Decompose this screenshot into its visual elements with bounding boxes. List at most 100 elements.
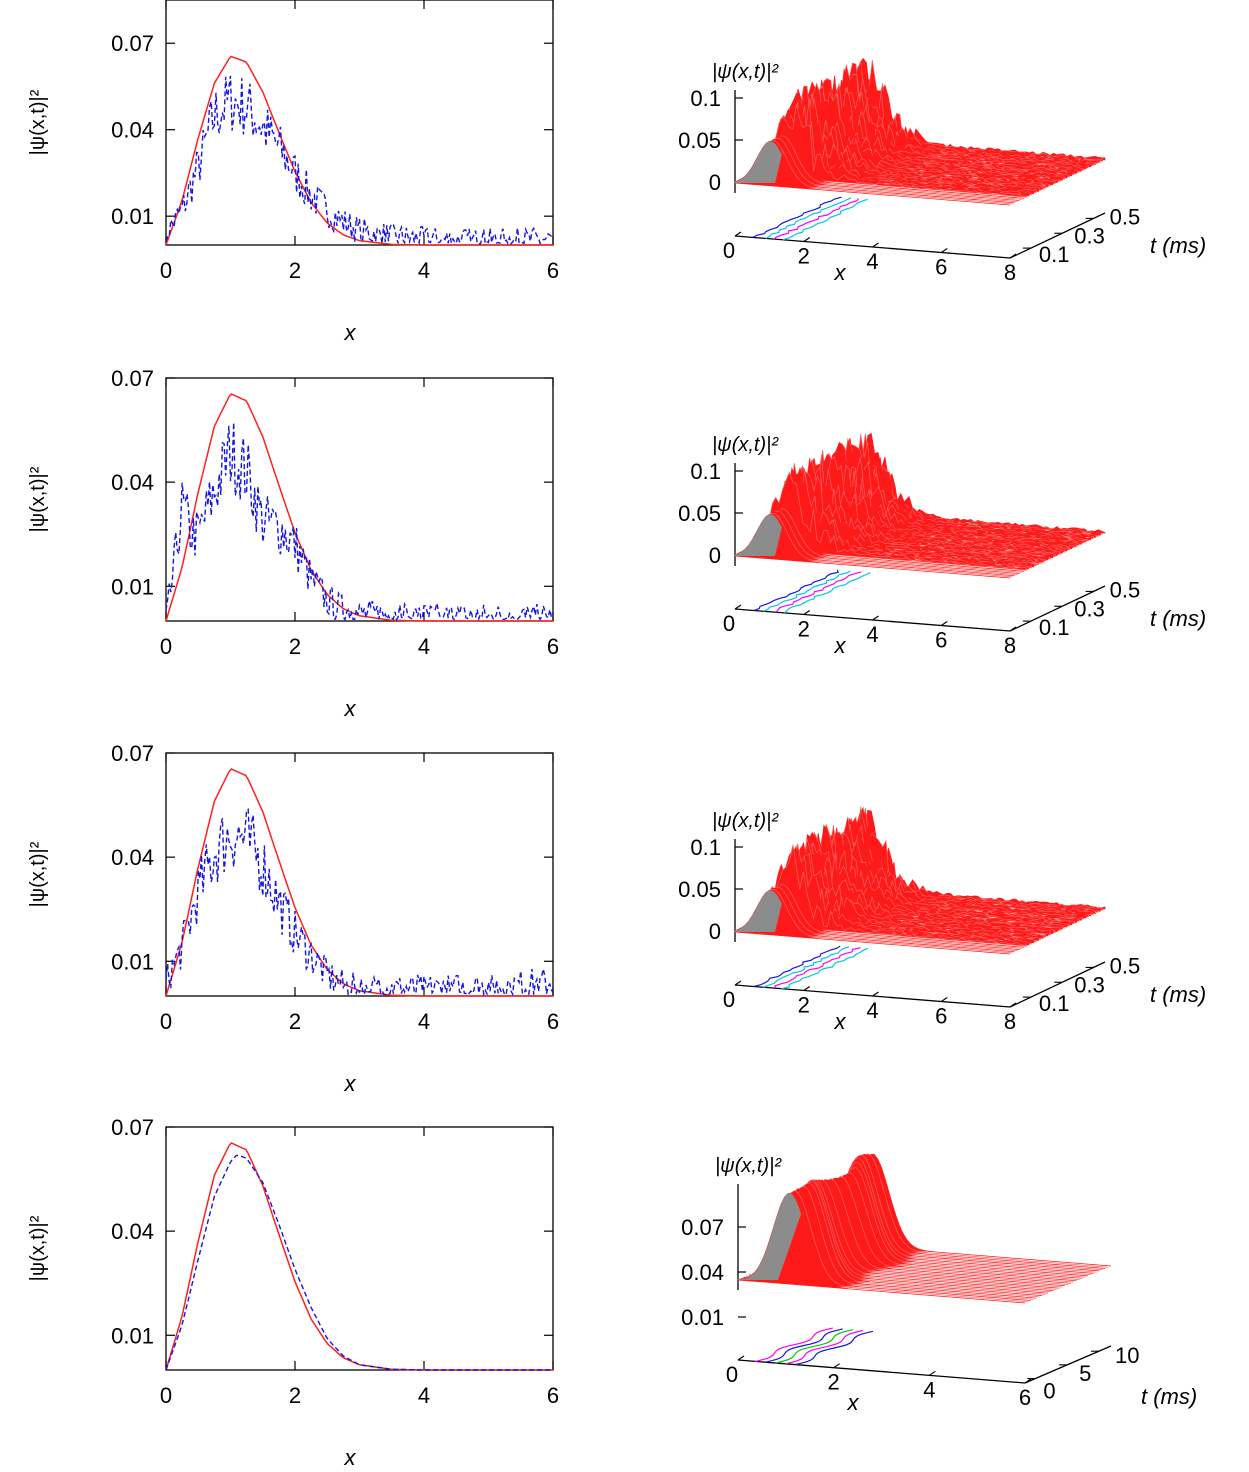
- x-axis: [737, 1359, 1026, 1384]
- z-tick-label: 0.05: [678, 501, 721, 526]
- t-axis-label: t (ms): [1150, 233, 1206, 258]
- floor-contour: [765, 197, 852, 240]
- x-tick-label: 6: [547, 1009, 559, 1034]
- floor-contour: [763, 570, 851, 612]
- x-tick: [737, 1355, 745, 1361]
- surface-strip: [748, 883, 1025, 948]
- x-tick-label: 6: [935, 255, 947, 280]
- x-tick-label: 6: [935, 1004, 947, 1029]
- x-tick-label: 2: [798, 244, 810, 269]
- line-chart-1: 0.01 0.04 0.07 0 2 4 6 x |ψ(x,t)|²: [27, 0, 559, 345]
- t-tick-label: 0.5: [1110, 204, 1141, 229]
- analytic-curve: [165, 55, 553, 246]
- x-tick-label: 0: [160, 634, 172, 659]
- x-tick-label: 2: [828, 1370, 840, 1395]
- floor-contour: [783, 571, 871, 614]
- x-axis-label: x: [344, 320, 357, 345]
- t-tick-label: 0.1: [1039, 615, 1070, 640]
- surface-strip: [746, 135, 1022, 200]
- surface-strip: [737, 139, 1013, 205]
- surface-strip: [737, 512, 1013, 578]
- x-tick-label: 8: [1004, 633, 1016, 658]
- x-tick-label: 6: [547, 258, 559, 283]
- x-tick-label: 0: [723, 611, 735, 636]
- y-tick-label: 0.07: [111, 366, 154, 391]
- plot-frame: [165, 0, 554, 246]
- t-axis-label: t (ms): [1150, 982, 1206, 1007]
- x-tick-label: 6: [1019, 1385, 1031, 1410]
- numeric-curve: [165, 1154, 553, 1371]
- y-tick-label: 0.04: [111, 1219, 154, 1244]
- x-axis-label: x: [344, 1071, 357, 1096]
- t-tick-label: 0.3: [1074, 596, 1105, 621]
- floor-contour: [795, 1330, 874, 1366]
- x-tick: [803, 610, 811, 615]
- surface-chart-2: 00.050.1|ψ(x,t)|²0 2 4 6 8x0.10.30.5t (ms): [678, 432, 1206, 658]
- floor-contour: [774, 947, 861, 989]
- z-tick-label: 0: [709, 919, 721, 944]
- x-tick: [1009, 626, 1017, 632]
- x-tick-label: 0: [723, 238, 735, 263]
- z-axis-label: |ψ(x,t)|²: [715, 1155, 782, 1177]
- y-tick-label: 0.01: [111, 1323, 154, 1348]
- x-tick-label: 2: [798, 617, 810, 642]
- y-axis-label: |ψ(x,t)|²: [27, 89, 49, 155]
- x-tick: [872, 242, 879, 248]
- surface-strip: [751, 844, 1027, 947]
- x-tick: [734, 231, 742, 237]
- floor-contour: [753, 945, 841, 988]
- x-tick-label: 4: [923, 1377, 935, 1402]
- surface-strip: [739, 138, 1015, 204]
- x-tick: [872, 615, 879, 621]
- t-axis: [1009, 585, 1106, 632]
- x-tick-label: 8: [1004, 1009, 1016, 1034]
- y-tick-label: 0.04: [111, 118, 154, 143]
- x-tick-label: 2: [289, 1009, 301, 1034]
- x-tick-label: 6: [547, 1383, 559, 1408]
- z-tick-label: 0.05: [678, 877, 721, 902]
- surface-strip: [741, 886, 1018, 951]
- x-tick-label: 2: [289, 258, 301, 283]
- floor-contour: [781, 947, 868, 990]
- analytic-curve: [165, 393, 553, 622]
- surface-strip: [744, 509, 1020, 574]
- numeric-curve: [165, 808, 554, 997]
- t-tick-label: 0.1: [1039, 242, 1070, 267]
- surface-strip: [746, 884, 1022, 949]
- surface-side-face: [735, 890, 782, 932]
- t-axis: [1009, 212, 1106, 259]
- z-tick-label: 0: [709, 170, 721, 195]
- x-tick: [1009, 1002, 1017, 1008]
- floor-contour: [755, 1327, 833, 1362]
- x-tick: [803, 237, 811, 242]
- x-tick: [734, 980, 742, 986]
- x-tick: [803, 986, 811, 991]
- x-tick: [1024, 1378, 1032, 1384]
- y-axis-label: |ψ(x,t)|²: [27, 841, 49, 907]
- floor-contour: [775, 1329, 854, 1364]
- x-tick-label: 0: [160, 1009, 172, 1034]
- x-tick-label: 4: [866, 249, 878, 274]
- line-chart-4: 0.01 0.04 0.07 0 2 4 6 x |ψ(x,t)|²: [27, 1115, 559, 1470]
- x-tick: [833, 1363, 840, 1369]
- t-tick-label: 10: [1115, 1343, 1139, 1368]
- surface-side-face: [735, 141, 782, 183]
- x-tick-label: 2: [798, 993, 810, 1018]
- t-axis: [1009, 961, 1106, 1008]
- x-tick-label: 2: [289, 634, 301, 659]
- line-chart-2: 0.01 0.04 0.07 0 2 4 6 x |ψ(x,t)|²: [27, 366, 559, 721]
- y-tick-label: 0.01: [111, 574, 154, 599]
- surface-side-face: [735, 514, 782, 556]
- x-axis-label: x: [847, 1390, 860, 1415]
- floor-contour: [775, 571, 862, 613]
- surface-strip: [741, 510, 1018, 575]
- z-axis-label: |ψ(x,t)|²: [712, 434, 779, 456]
- x-tick-label: 6: [935, 628, 947, 653]
- z-tick-label: 0.01: [681, 1305, 724, 1330]
- y-tick-label: 0.07: [111, 741, 154, 766]
- x-axis-label: x: [834, 260, 847, 285]
- x-tick-label: 4: [418, 634, 430, 659]
- surface-strip: [751, 104, 1027, 198]
- surface-strip: [758, 92, 1035, 195]
- x-tick-label: 8: [1004, 260, 1016, 285]
